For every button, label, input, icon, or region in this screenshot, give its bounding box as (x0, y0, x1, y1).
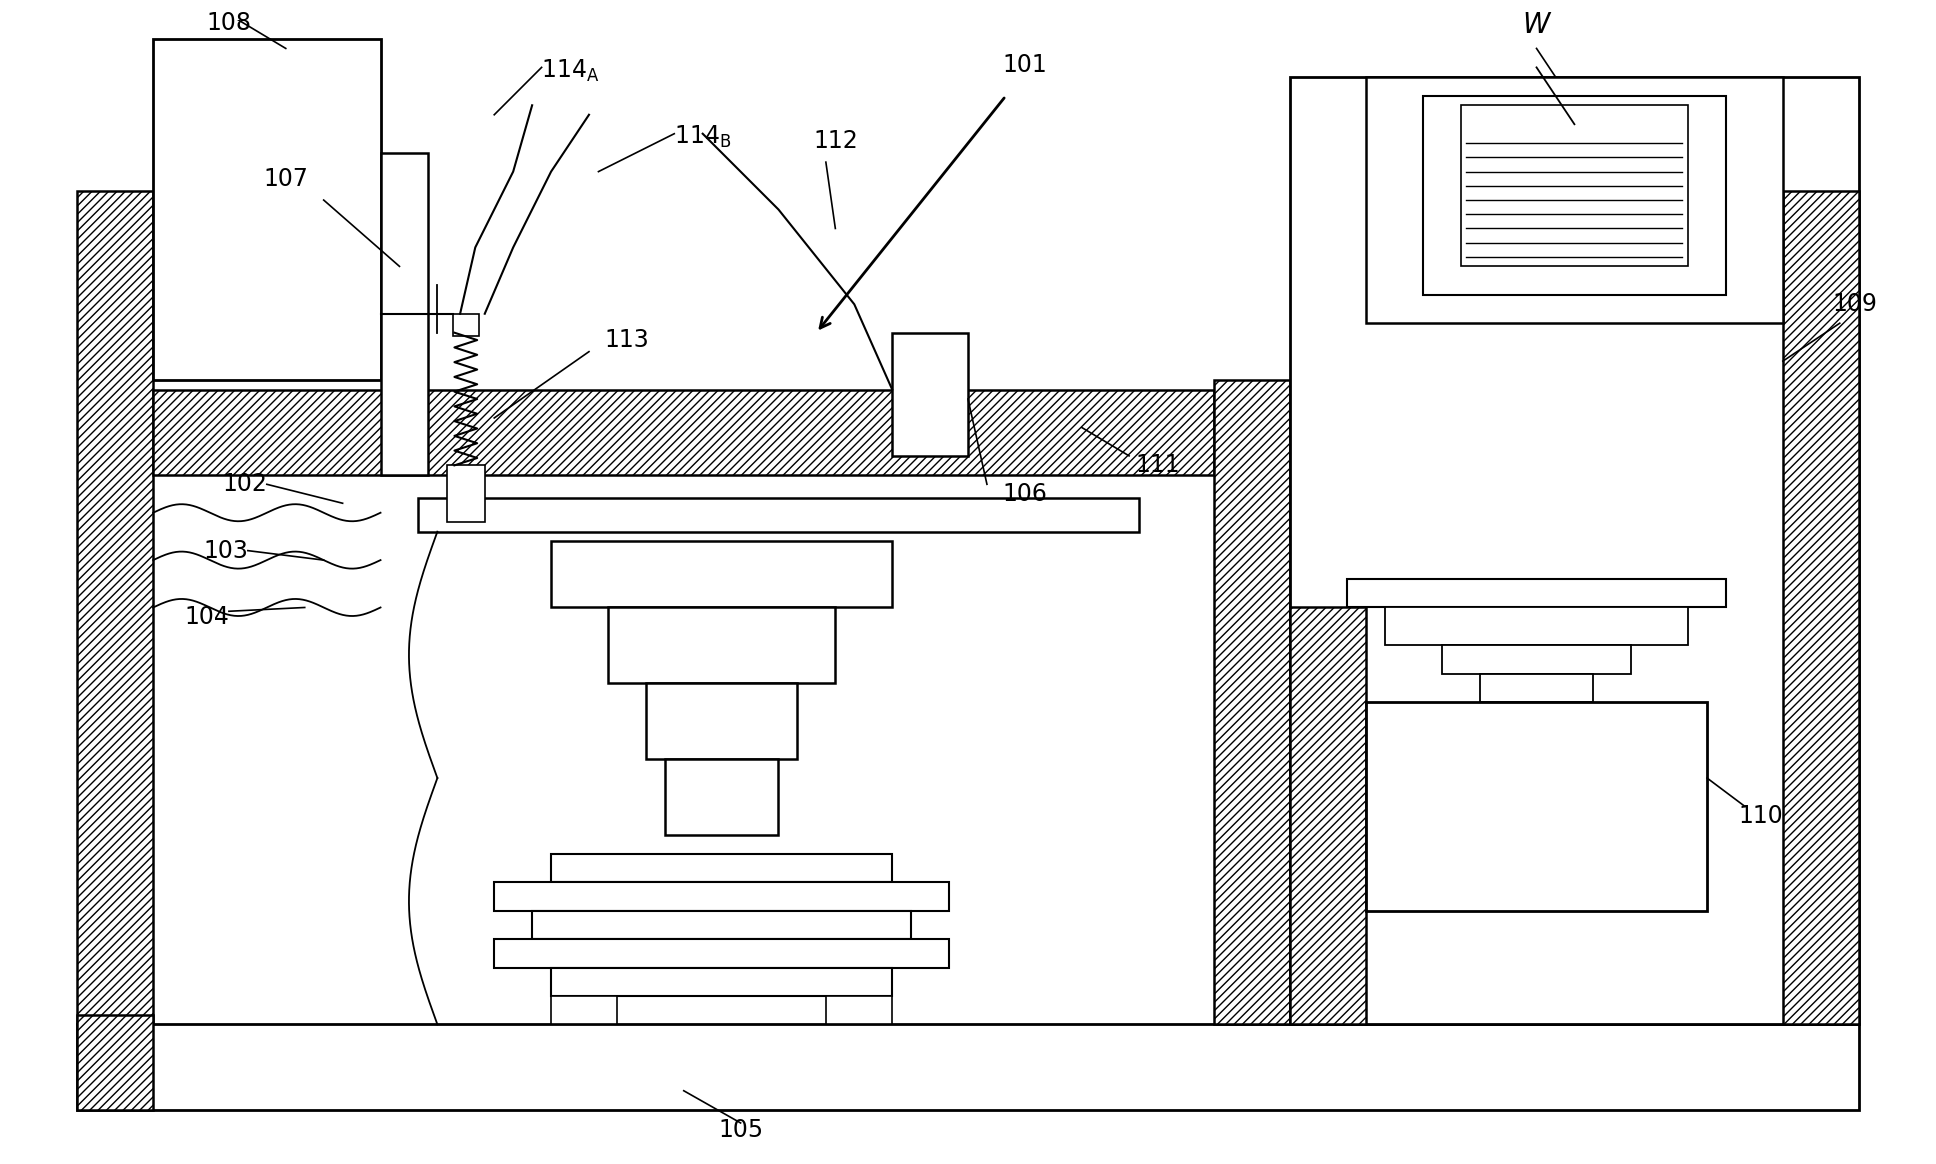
Bar (1384, 608, 1688, 645)
Bar (494, 882, 949, 910)
Bar (1214, 381, 1289, 1024)
Text: 106: 106 (1003, 482, 1047, 506)
Bar (418, 497, 1138, 532)
Text: 109: 109 (1833, 292, 1878, 317)
Text: W: W (1524, 10, 1551, 38)
Bar (532, 910, 912, 939)
Text: 105: 105 (718, 1117, 763, 1142)
Bar (77, 1024, 1859, 1109)
Bar (1442, 645, 1632, 674)
Text: 104: 104 (184, 605, 228, 629)
Text: $114_{\mathsf{A}}$: $114_{\mathsf{A}}$ (540, 58, 600, 84)
Bar (552, 854, 892, 882)
Text: 111: 111 (1134, 453, 1179, 477)
Text: 107: 107 (263, 166, 308, 191)
Bar (664, 759, 778, 835)
Bar (447, 466, 484, 523)
Bar (608, 608, 834, 683)
Bar (1367, 77, 1783, 324)
Bar (552, 967, 892, 996)
Text: 101: 101 (1003, 52, 1047, 77)
Bar (1347, 579, 1727, 608)
Bar (552, 996, 618, 1024)
Bar (552, 541, 892, 608)
Bar (153, 38, 381, 381)
Bar (1367, 702, 1708, 910)
Bar (1462, 105, 1688, 267)
Bar (1289, 608, 1367, 1024)
Text: 112: 112 (813, 129, 858, 152)
Bar (77, 191, 153, 1024)
Bar (494, 939, 949, 967)
Bar (381, 152, 428, 475)
Bar (892, 333, 968, 456)
Bar (1423, 95, 1727, 294)
Text: 110: 110 (1739, 804, 1783, 828)
Bar (1783, 191, 1859, 1024)
Bar (827, 996, 892, 1024)
Bar (1289, 77, 1859, 1024)
Text: 108: 108 (207, 10, 252, 35)
Bar (77, 1015, 153, 1109)
Text: 103: 103 (203, 539, 248, 562)
Bar (647, 683, 798, 759)
Bar (153, 390, 1214, 475)
Bar (1479, 674, 1593, 702)
Text: $114_{\mathsf{B}}$: $114_{\mathsf{B}}$ (674, 125, 732, 150)
Text: 102: 102 (223, 473, 267, 496)
Text: 113: 113 (604, 327, 649, 352)
Bar (453, 314, 478, 336)
